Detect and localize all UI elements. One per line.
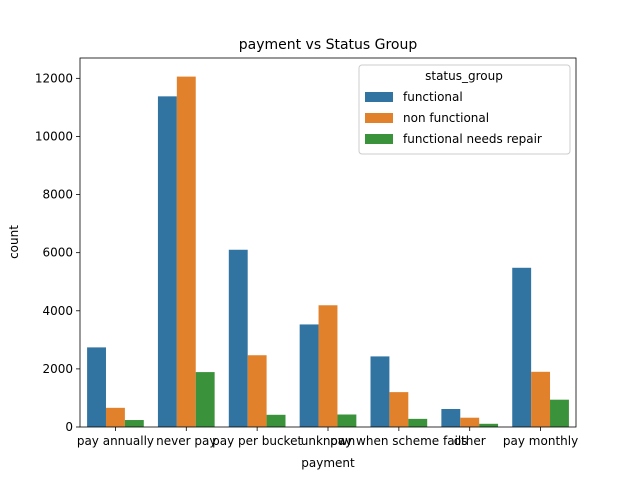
legend-label: functional needs repair: [403, 132, 542, 146]
bar: [247, 355, 267, 427]
y-tick-label: 12000: [35, 71, 73, 85]
legend-title: status_group: [425, 69, 503, 83]
bar: [389, 392, 409, 427]
bar: [408, 418, 428, 427]
y-tick-label: 6000: [42, 246, 73, 260]
bar: [195, 372, 215, 427]
bar: [299, 324, 319, 427]
y-axis-label: count: [7, 225, 21, 259]
bar: [460, 417, 480, 427]
legend-items: functional non functional functional needs…: [365, 90, 542, 146]
y-tick-label: 0: [65, 420, 73, 434]
y-tick-label: 10000: [35, 129, 73, 143]
bar: [441, 408, 461, 427]
legend-label: non functional: [403, 111, 489, 125]
bars-group: [87, 76, 569, 427]
bar: [176, 76, 196, 427]
x-tick-label: never pay: [156, 434, 216, 448]
chart-title: payment vs Status Group: [239, 37, 418, 53]
bar: [479, 423, 499, 427]
y-axis: 0 2000 4000 6000 8000 10000 12000: [35, 71, 80, 434]
bar: [266, 414, 286, 427]
bar: [550, 399, 569, 427]
bar: [337, 414, 357, 427]
legend-frame: [358, 64, 571, 155]
bar: [105, 407, 125, 427]
x-tick-label: pay per bucket: [212, 434, 302, 448]
legend-swatch: [365, 134, 393, 144]
legend-label: functional: [403, 90, 463, 104]
y-tick-label: 2000: [42, 362, 73, 376]
bar: [370, 356, 390, 427]
x-tick-label: unknown: [301, 434, 356, 448]
x-tick-label: pay when scheme fails: [330, 434, 467, 448]
x-tick-label: pay annually: [77, 434, 154, 448]
bar: [228, 249, 248, 427]
x-axis-label: payment: [301, 456, 355, 470]
bar: [124, 420, 144, 427]
bar: [531, 371, 551, 427]
bar: [87, 347, 106, 427]
legend-swatch: [365, 113, 393, 123]
y-tick-label: 8000: [42, 188, 73, 202]
plot-frame: [79, 57, 577, 428]
bar: [318, 305, 338, 427]
legend-swatch: [365, 92, 393, 102]
y-tick-label: 4000: [42, 304, 73, 318]
bar: [512, 267, 532, 427]
x-tick-label: pay monthly: [503, 434, 578, 448]
x-tick-label: other: [454, 434, 486, 448]
bar: [157, 96, 177, 427]
